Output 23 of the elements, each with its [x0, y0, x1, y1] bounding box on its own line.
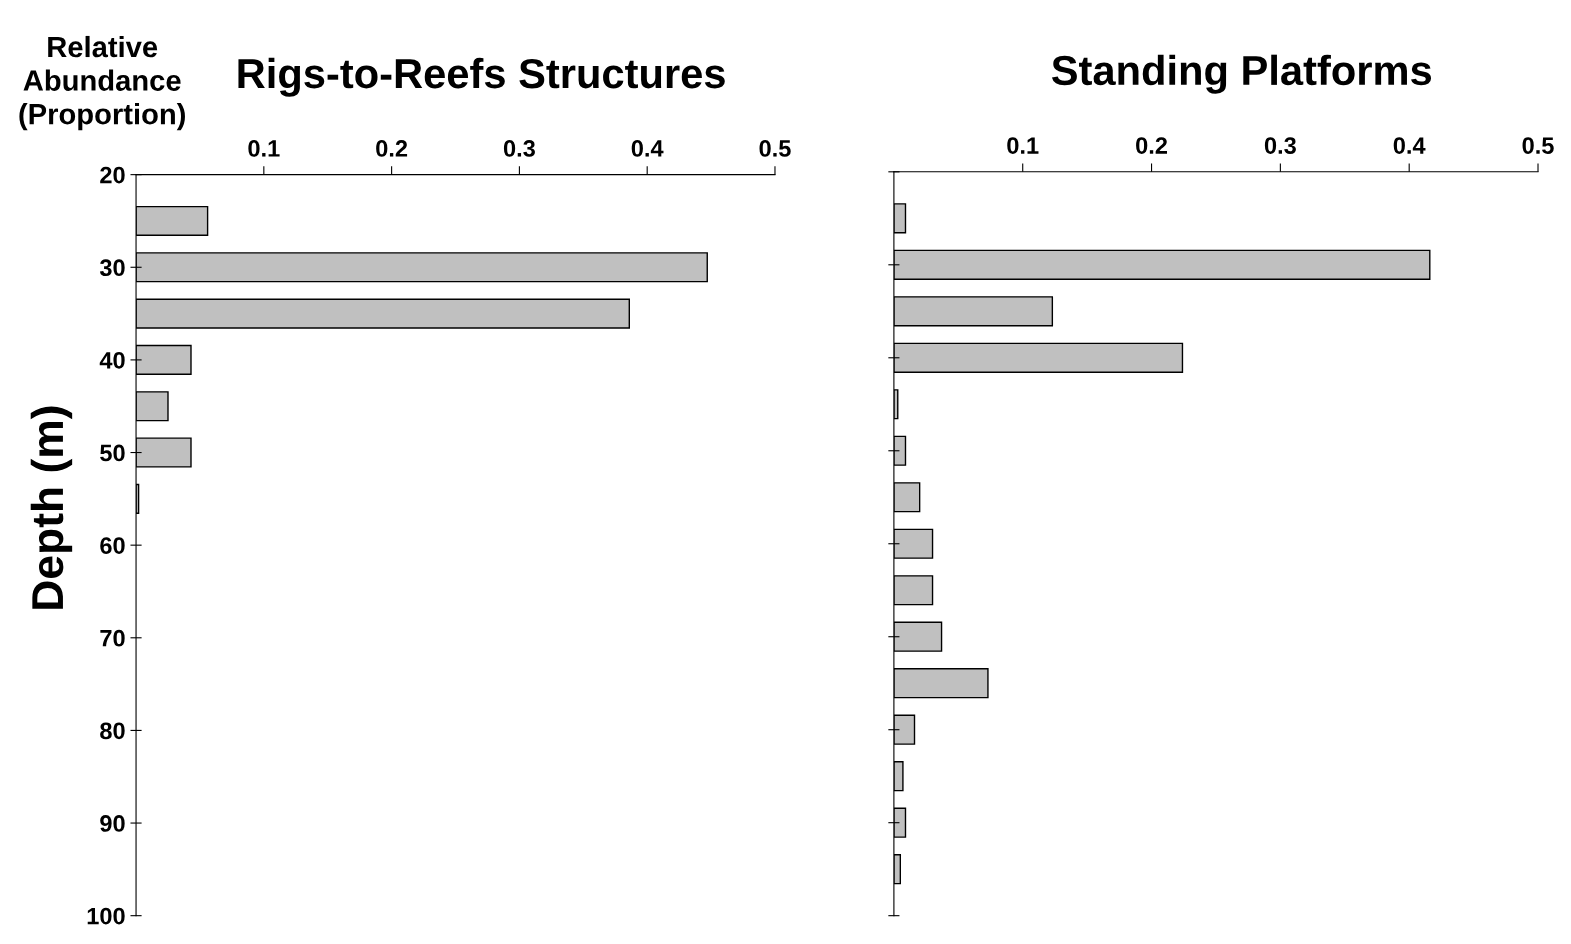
y-tick-label: 70: [100, 629, 125, 647]
x-tick-label: 0.1: [248, 140, 280, 157]
y-tick-label: 20: [100, 166, 125, 184]
x-tick-label: 0.2: [1136, 137, 1168, 154]
y-tick-label: 40: [99, 351, 125, 369]
y-axis-title: Depth (m): [30, 406, 73, 609]
y-tick-label: 80: [100, 722, 125, 740]
chart-title: Rigs-to-Reefs Structures: [238, 57, 725, 97]
x-tick-label: 0.1: [1007, 137, 1039, 154]
y-tick-label: 90: [100, 815, 125, 832]
y-tick-label: 60: [100, 537, 125, 554]
x-tick-label: 0.3: [1264, 137, 1296, 154]
x-tick-label: 0.5: [759, 140, 791, 157]
y-tick-label: 50: [100, 444, 125, 462]
x-axis-title: Relative Abundance (Proportion): [19, 35, 185, 131]
x-tick-label: 0.2: [376, 140, 408, 157]
x-tick-label: 0.3: [503, 140, 535, 157]
x-tick-label: 0.5: [1522, 137, 1554, 154]
x-tick-label: 0.4: [1393, 137, 1426, 154]
y-tick-label: 100: [87, 907, 125, 925]
x-tick-label: 0.4: [631, 140, 664, 157]
chart-title: Standing Platforms: [1051, 54, 1432, 94]
y-tick-label: 30: [99, 259, 125, 277]
